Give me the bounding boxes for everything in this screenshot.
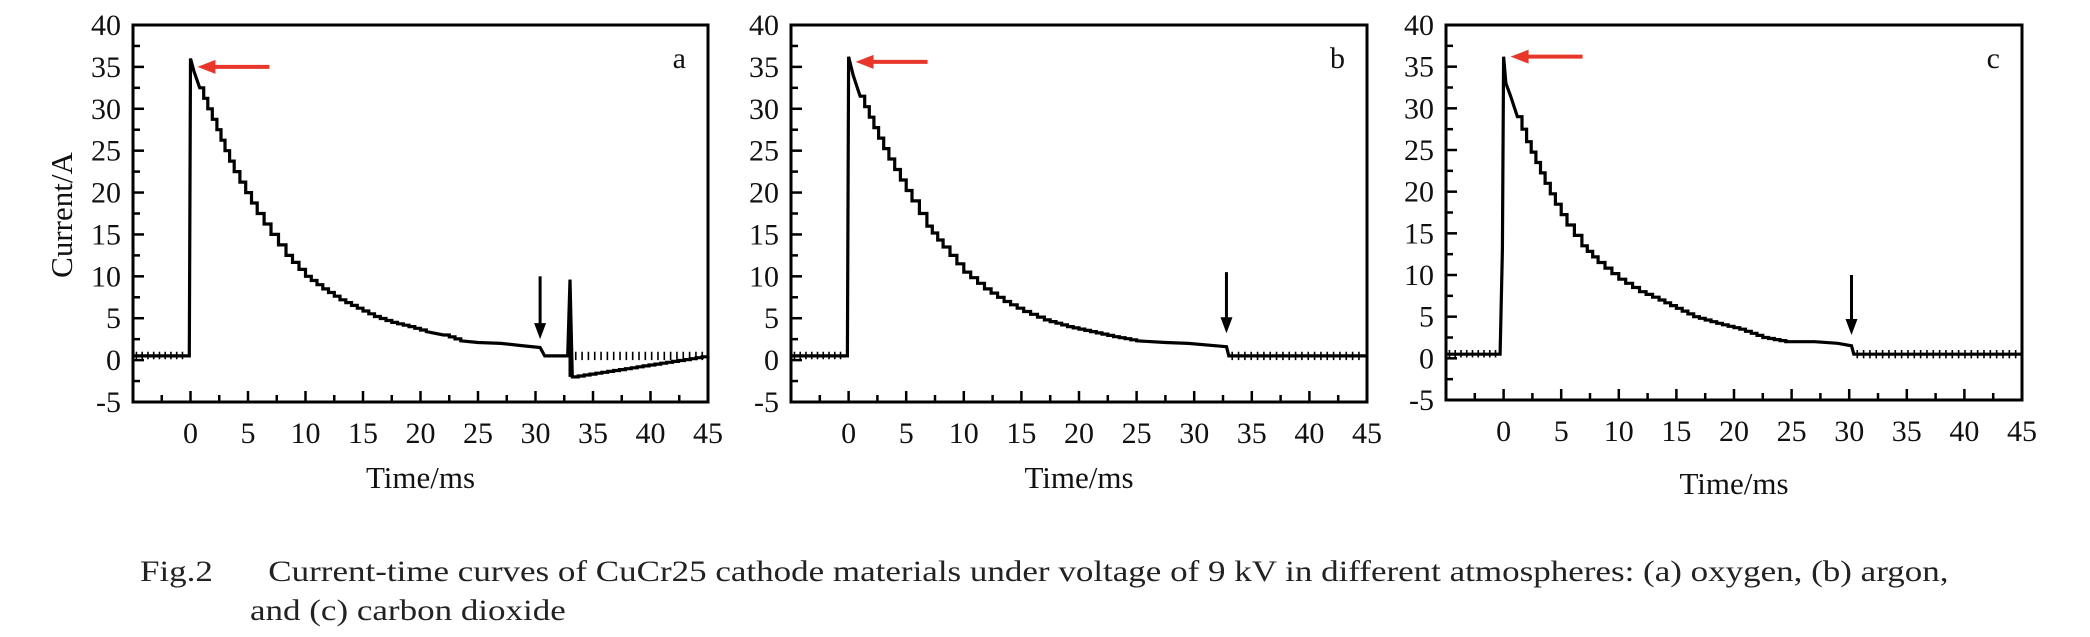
y-tick-label: 5 xyxy=(1419,301,1434,334)
x-tick-label: 5 xyxy=(1554,415,1569,448)
peak-arrow-icon xyxy=(855,54,874,69)
current-curve xyxy=(1446,56,2022,356)
x-tick-label: 0 xyxy=(183,417,198,450)
y-tick-label: -5 xyxy=(754,386,779,419)
x-axis-title: Time/ms xyxy=(366,460,475,495)
y-tick-label: 10 xyxy=(1404,259,1434,292)
peak-arrow-icon xyxy=(1510,49,1529,64)
figure-panels: -5 0 5 10 15 20 25 30 35 40 0 5 10 15 20 25 30 35 40 45 Time… xyxy=(44,9,2037,501)
y-tick-label: 0 xyxy=(106,344,121,377)
y-tick-label: 10 xyxy=(749,260,779,293)
chart-panel-c: -5 0 5 10 15 20 25 30 35 40 0 5 10 15 20 25 30 35 40 45 Time… xyxy=(1404,9,2037,501)
figure-caption-line2: and (c) carbon dioxide xyxy=(250,594,566,627)
x-tick-label: 15 xyxy=(1006,417,1036,450)
x-tick-label: 35 xyxy=(578,417,608,450)
x-tick-label: 45 xyxy=(1352,417,1382,450)
y-tick-label: 15 xyxy=(1404,217,1434,250)
x-tick-label: 10 xyxy=(1604,415,1634,448)
y-axis-title: Current/A xyxy=(44,152,79,278)
x-tick-label: 25 xyxy=(463,417,493,450)
x-tick-label: 30 xyxy=(521,417,551,450)
y-tick-label: 5 xyxy=(106,302,121,335)
y-tick-label: 0 xyxy=(764,344,779,377)
y-tick-label: 10 xyxy=(91,260,121,293)
y-tick-label: 25 xyxy=(1404,134,1434,167)
y-tick-label: 0 xyxy=(1419,342,1434,375)
panel-label: a xyxy=(673,42,686,75)
x-tick-label: 0 xyxy=(841,417,856,450)
y-tick-label: -5 xyxy=(96,386,121,419)
y-tick-label: 20 xyxy=(1404,176,1434,209)
y-tick-label: 25 xyxy=(749,135,779,168)
x-tick-label: 40 xyxy=(1949,415,1979,448)
chart-panel-a: -5 0 5 10 15 20 25 30 35 40 0 5 10 15 20 25 30 35 40 45 Time… xyxy=(44,9,723,495)
event-arrow-icon xyxy=(1220,317,1233,334)
y-tick-label: 40 xyxy=(91,9,121,42)
y-tick-label: 35 xyxy=(749,51,779,84)
x-tick-label: 40 xyxy=(1294,417,1324,450)
x-tick-label: 15 xyxy=(348,417,378,450)
y-tick-label: 30 xyxy=(1404,92,1434,125)
x-axis-title: Time/ms xyxy=(1024,460,1133,495)
x-tick-label: 20 xyxy=(1719,415,1749,448)
x-tick-label: 5 xyxy=(241,417,256,450)
x-tick-label: 25 xyxy=(1122,417,1152,450)
y-tick-label: 25 xyxy=(91,135,121,168)
y-tick-label: 40 xyxy=(1404,9,1434,42)
plot-frame xyxy=(1444,23,2024,402)
x-tick-label: 5 xyxy=(899,417,914,450)
plot-frame xyxy=(789,23,1369,404)
x-tick-label: 25 xyxy=(1777,415,1807,448)
event-arrow-icon xyxy=(1845,319,1858,335)
x-tick-label: 20 xyxy=(406,417,436,450)
y-tick-label: 5 xyxy=(764,302,779,335)
panel-label: c xyxy=(1987,42,2000,75)
x-tick-label: 40 xyxy=(636,417,666,450)
y-tick-label: 30 xyxy=(749,93,779,126)
current-curve xyxy=(133,58,710,379)
y-tick-label: 20 xyxy=(91,177,121,210)
x-tick-label: 45 xyxy=(2007,415,2037,448)
x-tick-label: 0 xyxy=(1496,415,1511,448)
figure-number: Fig.2 xyxy=(140,555,213,588)
chart-panel-b: -5 0 5 10 15 20 25 30 35 40 0 5 10 15 20 25 30 35 40 45 Time… xyxy=(749,9,1382,495)
x-tick-label: 15 xyxy=(1661,415,1691,448)
x-tick-label: 35 xyxy=(1237,417,1267,450)
y-tick-label: -5 xyxy=(1409,384,1434,417)
y-tick-label: 20 xyxy=(749,177,779,210)
figure-caption-line1: Fig.2 Current-time curves of CuCr25 catho… xyxy=(140,557,1948,587)
y-tick-label: 35 xyxy=(91,51,121,84)
x-tick-label: 20 xyxy=(1064,417,1094,450)
y-tick-label: 15 xyxy=(91,218,121,251)
y-tick-label: 15 xyxy=(749,218,779,251)
panel-label: b xyxy=(1330,42,1345,75)
y-tick-label: 30 xyxy=(91,93,121,126)
x-tick-label: 10 xyxy=(291,417,321,450)
plot-frame xyxy=(131,23,710,404)
y-tick-label: 40 xyxy=(749,9,779,42)
y-tick-label: 35 xyxy=(1404,51,1434,84)
current-curve xyxy=(791,56,1367,358)
x-tick-label: 45 xyxy=(693,417,723,450)
event-arrow-icon xyxy=(534,323,547,340)
x-tick-label: 30 xyxy=(1834,415,1864,448)
peak-arrow-icon xyxy=(197,59,216,74)
x-tick-label: 10 xyxy=(949,417,979,450)
caption-text-line1: Current-time curves of CuCr25 cathode ma… xyxy=(268,555,1949,588)
x-tick-label: 35 xyxy=(1892,415,1922,448)
x-axis-title: Time/ms xyxy=(1679,466,1788,501)
x-tick-label: 30 xyxy=(1179,417,1209,450)
